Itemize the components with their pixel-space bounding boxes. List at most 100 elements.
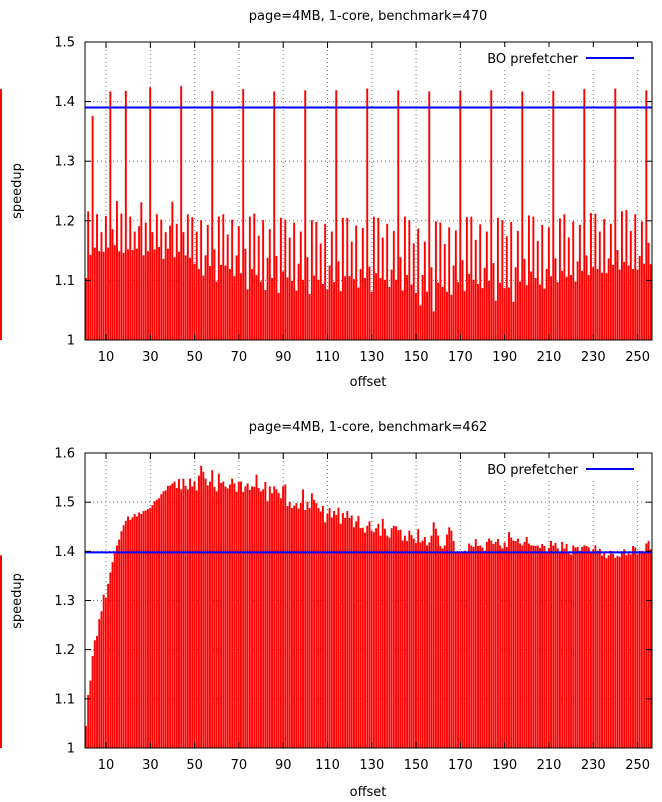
bar: [118, 251, 121, 340]
bar: [554, 542, 557, 748]
bar: [605, 273, 608, 340]
bar: [598, 548, 601, 748]
bar: [107, 583, 110, 748]
bar: [275, 489, 278, 748]
bar: [277, 492, 280, 748]
bar: [616, 555, 619, 748]
bar: [463, 550, 466, 748]
bar: [443, 545, 446, 748]
bar: [240, 273, 242, 340]
bar: [109, 572, 112, 748]
bar: [251, 486, 254, 748]
bar: [388, 286, 391, 340]
bar: [304, 90, 307, 340]
bar: [189, 478, 192, 748]
bar: [384, 279, 386, 340]
bar: [428, 91, 431, 340]
bar: [552, 90, 555, 340]
x-tick-label: 190: [492, 758, 517, 773]
bar: [180, 489, 183, 748]
bar: [459, 90, 462, 340]
bar: [299, 503, 302, 748]
bar: [632, 545, 634, 748]
bar: [623, 549, 626, 748]
bar: [415, 542, 417, 748]
bar: [589, 213, 592, 340]
bar: [246, 289, 249, 340]
bar: [625, 555, 628, 748]
bar: [410, 284, 413, 340]
bar: [350, 241, 353, 340]
bar: [607, 258, 610, 340]
bar: [215, 491, 218, 748]
bar: [541, 543, 544, 748]
bar: [133, 231, 136, 340]
bar: [324, 522, 327, 748]
bar: [614, 557, 617, 748]
bar: [465, 551, 468, 748]
bar: [530, 545, 533, 748]
bar: [93, 247, 96, 340]
bar: [282, 486, 285, 748]
bar: [592, 267, 595, 340]
bar: [552, 545, 555, 748]
bar: [237, 482, 240, 748]
bar: [184, 255, 187, 340]
bar: [470, 216, 473, 340]
bar: [490, 90, 493, 340]
bar: [554, 258, 557, 340]
bar: [459, 553, 462, 748]
bar: [98, 619, 101, 748]
bar: [479, 545, 482, 748]
bar: [330, 517, 333, 748]
bar: [592, 549, 595, 748]
bar: [368, 521, 371, 748]
bar: [127, 516, 129, 748]
bar: [197, 475, 200, 748]
bar: [286, 277, 289, 340]
bar: [295, 290, 298, 340]
bar: [470, 545, 473, 748]
bar: [268, 229, 271, 340]
bar: [643, 551, 646, 748]
y-tick-label: 1.4: [54, 545, 75, 560]
bar: [321, 506, 324, 748]
bar: [539, 547, 541, 748]
bar: [87, 694, 90, 748]
bar: [392, 230, 395, 340]
bar: [271, 493, 273, 748]
bar: [248, 489, 251, 748]
y-tick-label: 1.1: [54, 274, 75, 289]
bar: [131, 250, 134, 340]
bar: [439, 222, 442, 340]
bar: [432, 311, 435, 340]
bar: [235, 255, 238, 340]
x-tick-label: 110: [315, 350, 340, 365]
bar: [370, 291, 373, 340]
bar-series: [0, 465, 652, 748]
bar: [173, 257, 176, 340]
bar: [627, 265, 630, 340]
bar: [319, 243, 322, 340]
bar: [625, 210, 628, 340]
bar: [576, 261, 579, 340]
bar: [357, 515, 360, 748]
bar: [96, 214, 98, 340]
bar: [596, 550, 599, 748]
x-tick-label: 10: [98, 758, 115, 773]
bar: [490, 540, 493, 748]
bar: [594, 213, 597, 340]
bar: [505, 546, 508, 748]
bar: [120, 531, 123, 748]
bar: [326, 289, 329, 340]
bar: [302, 279, 304, 340]
bar: [240, 481, 242, 748]
bar: [317, 279, 320, 340]
x-ticks: 10 30 50 70 90 110 130 150 170 190 210 230 250: [98, 453, 650, 773]
bar: [107, 247, 110, 340]
bar: [355, 521, 358, 748]
bar: [386, 223, 389, 340]
bar: [341, 512, 344, 748]
bar: [333, 282, 335, 340]
bar: [523, 541, 526, 748]
